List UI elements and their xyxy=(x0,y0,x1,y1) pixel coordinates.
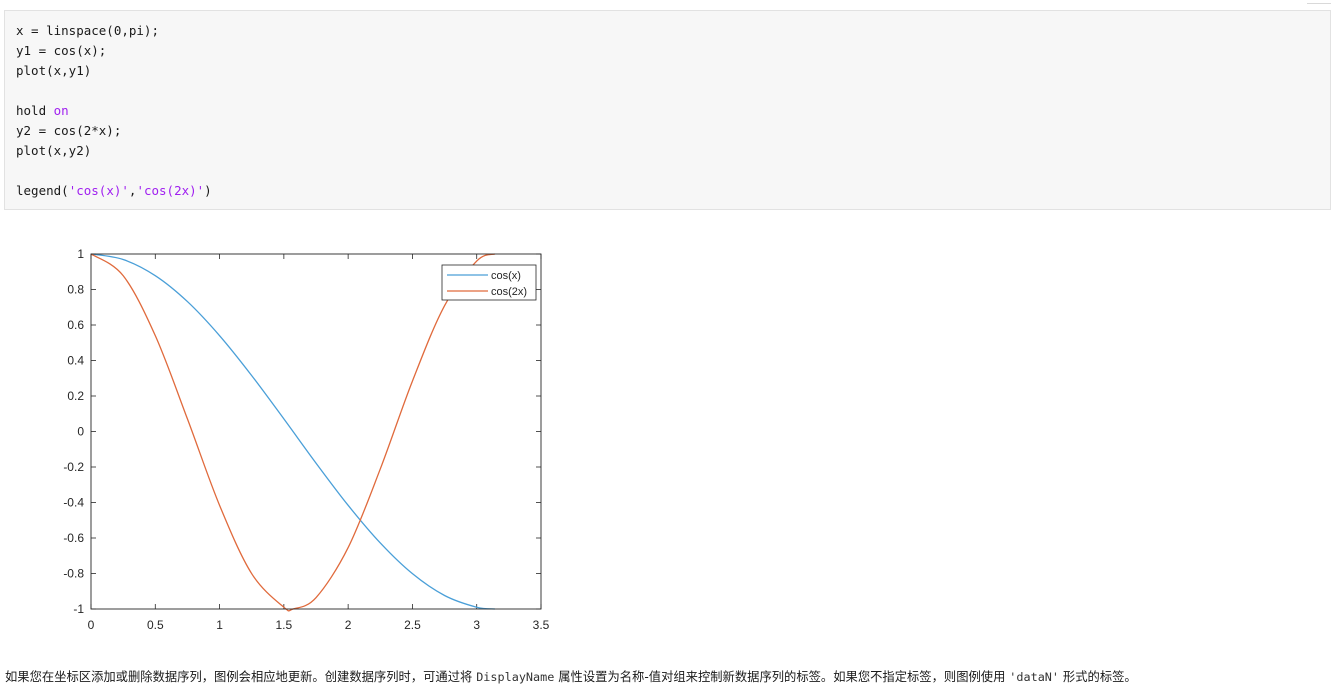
x-tick-label: 1 xyxy=(216,618,223,632)
code-text: plot(x,y2) xyxy=(16,143,92,158)
code-text: plot(x,y1) xyxy=(16,63,92,78)
axes-box xyxy=(90,253,542,610)
code-keyword: on xyxy=(53,103,69,118)
x-tick-label: 2.5 xyxy=(404,618,421,632)
y-tick-label: 0.8 xyxy=(67,283,84,297)
y-tick-label: 0.6 xyxy=(67,318,84,332)
legend-box xyxy=(441,264,537,301)
description-paragraph: 如果您在坐标区添加或删除数据序列，图例会相应地更新。创建数据序列时，可通过将 D… xyxy=(5,668,1325,686)
line-chart-figure: 1 0.8 0.6 0.4 0.2 0 -0.2 -0.4 -0.6 -0.8 -1 0 0.5 1 1.5… xyxy=(50,240,570,640)
code-line: y1 = cos(x); xyxy=(16,41,1330,61)
code-text: x = linspace(0,pi); xyxy=(16,23,159,38)
legend-label: cos(x) xyxy=(491,270,521,282)
code-lines: x = linspace(0,pi); y1 = cos(x); plot(x,y1… xyxy=(16,21,1330,201)
y-tick-label: -0.6 xyxy=(63,531,84,545)
code-text: , xyxy=(128,183,137,198)
description-text: 形式的标签。 xyxy=(1059,670,1137,684)
code-line xyxy=(16,161,1330,181)
x-tick-label: 3.5 xyxy=(533,618,550,632)
scroll-edge xyxy=(1307,0,1331,4)
x-tick-label: 2 xyxy=(345,618,352,632)
code-string: 'cos(x)' xyxy=(68,183,129,198)
y-tick-label: 0.4 xyxy=(67,354,84,368)
series-line-1 xyxy=(90,253,495,610)
description-text: 属性设置为名称-值对组来控制新数据序列的标签。如果您不指定标签，则图例使用 xyxy=(554,670,1010,684)
y-tick-label: 0.2 xyxy=(67,389,84,403)
plot-area xyxy=(91,254,541,609)
code-line: hold on xyxy=(16,101,1330,121)
line-chart: 1 0.8 0.6 0.4 0.2 0 -0.2 -0.4 -0.6 -0.8 -1 0 0.5 1 1.5… xyxy=(63,247,550,632)
y-tick-label: -0.8 xyxy=(63,567,84,581)
y-tick-label: 1 xyxy=(77,247,84,261)
chart-legend: cos(x) cos(2x) xyxy=(441,264,537,301)
y-tick-label: 0 xyxy=(77,425,84,439)
legend-label: cos(2x) xyxy=(491,286,527,298)
code-text: legend( xyxy=(16,183,69,198)
code-line: plot(x,y1) xyxy=(16,61,1330,81)
y-tick-label: -0.4 xyxy=(63,496,84,510)
code-line: plot(x,y2) xyxy=(16,141,1330,161)
y-tick-label: -0.2 xyxy=(63,460,84,474)
code-line: x = linspace(0,pi); xyxy=(16,21,1330,41)
x-tick-label: 0 xyxy=(88,618,95,632)
code-line: legend('cos(x)','cos(2x)') xyxy=(16,181,1330,201)
description-text: 如果您在坐标区添加或删除数据序列，图例会相应地更新。创建数据序列时，可通过将 xyxy=(5,670,477,684)
code-text: ) xyxy=(204,183,212,198)
y-tick-label: -1 xyxy=(73,602,84,616)
code-text: y1 = cos(x); xyxy=(16,43,107,58)
code-text: hold xyxy=(16,103,54,118)
code-string: 'cos(2x)' xyxy=(136,183,205,198)
code-text: y2 = cos(2*x); xyxy=(16,123,122,138)
code-example-block: x = linspace(0,pi); y1 = cos(x); plot(x,y1… xyxy=(4,10,1331,210)
x-tick-label: 3 xyxy=(473,618,480,632)
inline-code: DisplayName xyxy=(476,670,555,684)
code-line xyxy=(16,81,1330,101)
inline-code: 'dataN' xyxy=(1009,670,1060,684)
x-tick-label: 0.5 xyxy=(147,618,164,632)
code-line: y2 = cos(2*x); xyxy=(16,121,1330,141)
x-tick-label: 1.5 xyxy=(276,618,293,632)
